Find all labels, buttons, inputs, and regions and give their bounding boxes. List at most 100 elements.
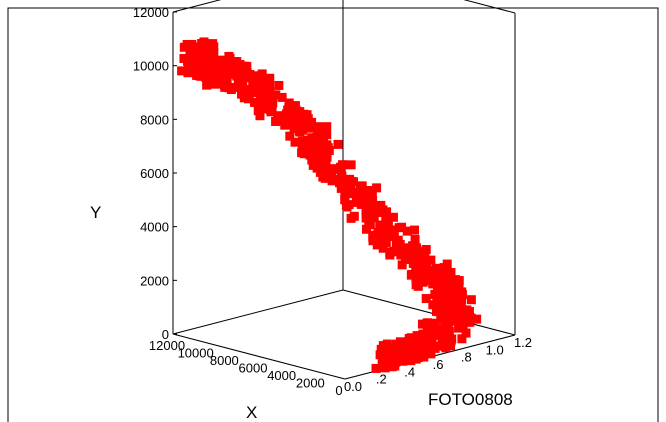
data-point (323, 143, 333, 153)
data-point (233, 77, 243, 87)
data-point (244, 94, 254, 104)
z-axis-label: FOTO0808 (428, 390, 513, 409)
data-point (342, 202, 352, 212)
data-point (435, 289, 445, 299)
y-tick-label: 12000 (133, 5, 169, 20)
data-point (417, 319, 427, 329)
z-tick-label: .8 (461, 350, 472, 365)
data-point (449, 307, 459, 317)
y-tick-label: 2000 (140, 273, 169, 288)
data-point (454, 323, 464, 333)
z-tick-label: .4 (404, 364, 415, 379)
data-point (381, 212, 391, 222)
data-point (191, 66, 201, 76)
y-tick-label: 4000 (140, 220, 169, 235)
y-tick-label: 10000 (133, 59, 169, 74)
x-tick-label: 8000 (210, 353, 239, 368)
data-point (465, 313, 475, 323)
x-axis-label: X (246, 403, 257, 422)
data-point (439, 263, 449, 273)
data-point (457, 334, 467, 344)
z-tick-label: .6 (433, 357, 444, 372)
data-point (340, 191, 350, 201)
data-point (271, 90, 281, 100)
data-point (257, 73, 275, 91)
z-tick-label: 1.0 (486, 342, 504, 357)
tick-labels: 0200040006000800010000120001200010000800… (133, 5, 532, 398)
top-back-edge (172, 0, 222, 13)
data-point (194, 43, 204, 53)
data-point (444, 338, 454, 348)
back-floor-edge-right (342, 289, 516, 336)
data-point (179, 42, 189, 52)
data-point (381, 350, 399, 368)
data-point (277, 116, 287, 126)
data-point (397, 340, 407, 350)
z-tick-label: 1.2 (514, 335, 532, 350)
data-point (315, 167, 325, 177)
data-point (382, 339, 392, 349)
data-point (349, 177, 359, 187)
data-point (209, 47, 219, 57)
data-point (418, 329, 436, 347)
data-point (212, 78, 222, 88)
data-point (306, 123, 316, 133)
data-point (444, 326, 454, 336)
data-point (237, 69, 247, 79)
data-point (411, 272, 421, 282)
y-axis-label: Y (90, 203, 101, 222)
back-floor-edge-left (172, 289, 344, 335)
data-point (409, 342, 419, 352)
point-cloud (177, 37, 482, 373)
data-point (303, 142, 313, 152)
data-point (361, 207, 371, 217)
data-point (346, 160, 356, 170)
data-point (261, 104, 271, 114)
data-point (177, 66, 187, 76)
data-point (402, 226, 412, 236)
data-point (191, 52, 201, 62)
data-point (207, 55, 225, 73)
top-right-edge (463, 0, 516, 14)
data-point (349, 211, 359, 221)
data-point (458, 307, 468, 317)
x-tick-label: 2000 (296, 376, 325, 391)
data-point (338, 160, 348, 170)
y-tick-label: 0 (162, 327, 169, 342)
x-axis-line (172, 333, 346, 380)
data-point (408, 258, 418, 268)
data-point (337, 178, 347, 188)
y-tick-label: 6000 (140, 166, 169, 181)
data-point (202, 80, 212, 90)
data-point (333, 139, 343, 149)
data-point (443, 314, 453, 324)
data-point (320, 173, 330, 183)
x-tick-label: 6000 (239, 361, 268, 376)
x-tick-label: 4000 (267, 368, 296, 383)
y-tick-label: 8000 (140, 112, 169, 127)
data-point (224, 83, 234, 93)
data-point (255, 90, 265, 100)
x-tick-label: 10000 (178, 346, 214, 361)
data-point (274, 80, 284, 90)
z-tick-label: .2 (376, 372, 387, 387)
data-point (286, 103, 296, 113)
data-point (442, 290, 460, 308)
data-point (422, 272, 432, 282)
data-point (431, 263, 441, 273)
data-point (364, 216, 374, 226)
data-point (446, 278, 456, 288)
data-point (371, 363, 381, 373)
data-point (385, 247, 395, 257)
data-point (430, 318, 440, 328)
data-point (285, 131, 295, 141)
chart-frame (7, 7, 659, 422)
data-point (379, 223, 389, 233)
data-point (199, 37, 209, 47)
data-point (359, 185, 377, 203)
data-point (413, 281, 423, 291)
x-tick-label: 12000 (149, 338, 185, 353)
data-point (456, 315, 466, 325)
